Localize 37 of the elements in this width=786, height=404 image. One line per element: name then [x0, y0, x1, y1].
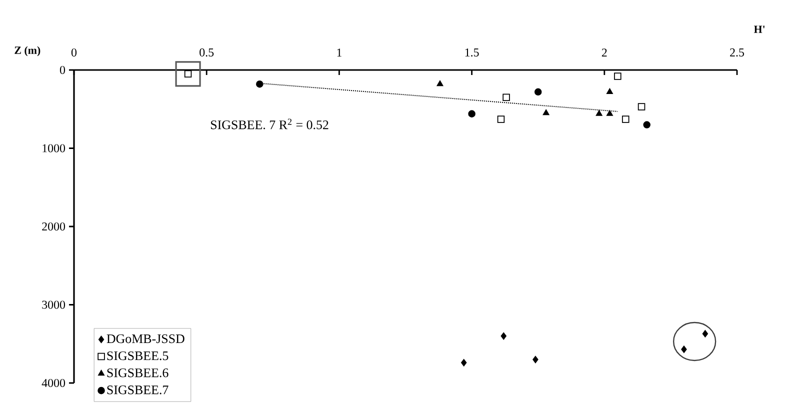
y-tick-label: 0: [60, 66, 66, 74]
x-axis-title: H': [754, 26, 765, 33]
point: [497, 116, 505, 123]
y-tick-label: 2000: [42, 222, 66, 231]
point: [468, 110, 476, 118]
x-tick-label: 0.5: [200, 48, 214, 57]
x-tick-label: 2: [602, 48, 607, 57]
point: [534, 88, 542, 96]
y-tick-label: 4000: [42, 378, 66, 388]
legend-label: SIGSBEE.6: [107, 368, 168, 378]
point: [461, 359, 467, 366]
legend-label: SIGSBEE.7: [107, 386, 168, 394]
x-tick-label: 2.5: [730, 48, 744, 57]
point: [502, 94, 510, 102]
x-tick-label: 1: [337, 48, 342, 57]
annotation: SIGSBEE. 7 R$^{2}$ = 0.52: [210, 118, 328, 130]
y-tick-label: 3000: [42, 300, 66, 309]
point: [638, 103, 646, 110]
legend-label: SIGSBEE.5: [107, 351, 168, 360]
x-tick-label: 1.5: [465, 48, 479, 57]
point: [614, 72, 622, 80]
point: [542, 109, 550, 116]
point: [643, 121, 650, 128]
point: [622, 116, 630, 123]
legend-label: DGoMB-JSSD: [106, 334, 184, 344]
point: [606, 88, 613, 94]
y-axis-title: Z (m): [14, 46, 40, 56]
point: [532, 356, 538, 364]
point: [681, 346, 687, 353]
point: [436, 80, 444, 86]
x-tick-label: 0: [71, 48, 77, 57]
point: [702, 330, 708, 338]
y-tick-label: 1000: [42, 144, 66, 152]
point: [606, 110, 613, 116]
point: [596, 110, 602, 116]
point: [256, 80, 264, 88]
point: [500, 332, 506, 340]
